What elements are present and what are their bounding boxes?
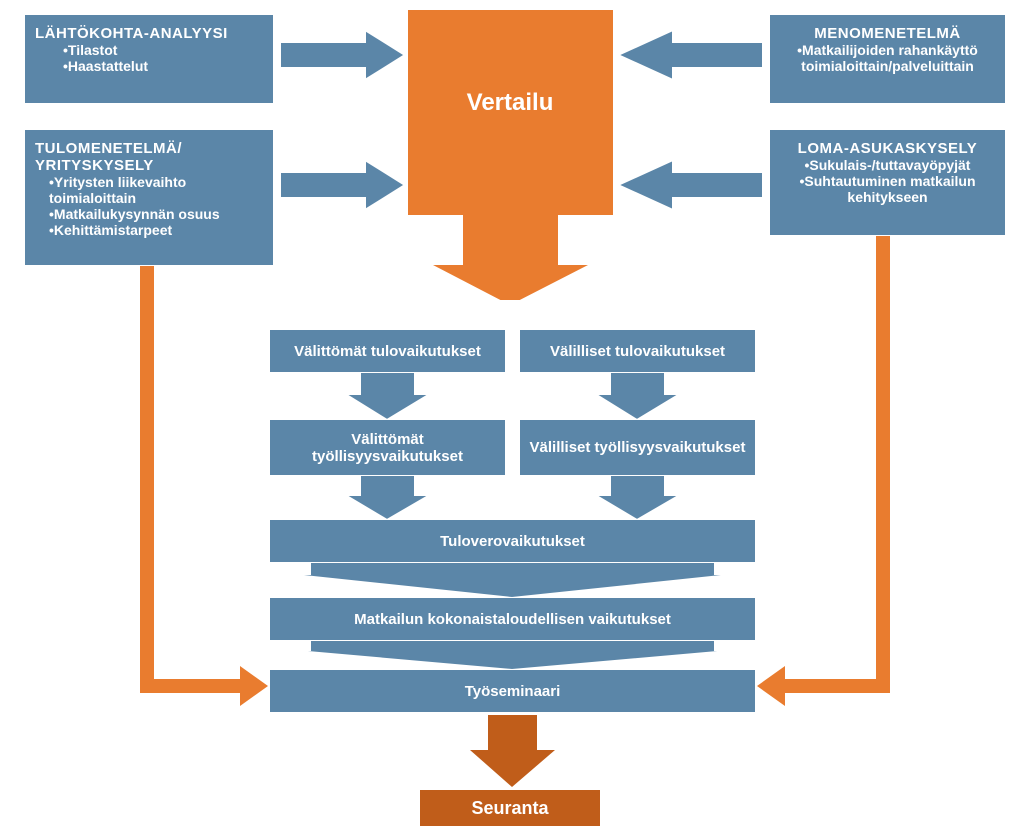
node-loma-asukaskysely: LOMA-ASUKASKYSELY •Sukulais-/tuttavayöpy… [770,130,1005,235]
node-bullet: •Kehittämistarpeet [35,222,263,238]
arrow-mid-r2 [595,475,680,520]
node-bullet: •Matkailukysynnän osuus [35,206,263,222]
node-kokonaistaloudellisen: Matkailun kokonaistaloudellisen vaikutuk… [270,598,755,640]
vertailu-label: Vertailu [467,89,554,116]
arrow-mid-r1 [595,372,680,420]
node-title: LOMA-ASUKASKYSELY [780,140,995,157]
arrow-mid-l1 [345,372,430,420]
node-valittomat-tyollisyys: Välittömät työllisyysvaikutukset [270,420,505,475]
node-title: MENOMENETELMÄ [780,25,995,42]
node-lahtokohta-analyysi: LÄHTÖKOHTA-ANALYYSI •Tilastot •Haastatte… [25,15,273,103]
node-seuranta: Seuranta [420,790,600,826]
node-valilliset-tyollisyys: Välilliset työllisyysvaikutukset [520,420,755,475]
arrow-left-L [140,266,270,706]
node-valittomat-tulo: Välittömät tulovaikutukset [270,330,505,372]
node-tyoseminaari: Työseminaari [270,670,755,712]
node-bullet: •Sukulais-/tuttavayöpyjät [780,157,995,173]
node-tulomenetelma: TULOMENETELMÄ/YRITYSKYSELY •Yritysten li… [25,130,273,265]
arrow-mid-wide-1 [285,562,740,598]
node-bullet: •Haastattelut [35,58,263,74]
node-bullet: •Yritysten liikevaihto toimialoittain [35,174,263,206]
arrow-in-right-2 [618,160,763,210]
node-bullet: •Matkailijoiden rahankäyttö toimialoitta… [780,42,995,74]
arrow-mid-wide-2 [285,640,740,670]
node-tuloverovaikutukset: Tuloverovaikutukset [270,520,755,562]
arrow-right-L [755,236,890,706]
arrow-mid-l2 [345,475,430,520]
node-title: TULOMENETELMÄ/YRITYSKYSELY [35,140,263,174]
arrow-to-seuranta [470,715,555,787]
arrow-in-right-1 [618,30,763,80]
node-bullet: •Tilastot [35,42,263,58]
node-bullet: •Suhtautuminen matkailun kehitykseen [780,173,995,205]
arrow-in-left-2 [280,160,405,210]
node-valilliset-tulo: Välilliset tulovaikutukset [520,330,755,372]
node-title: LÄHTÖKOHTA-ANALYYSI [35,25,263,42]
node-menomenetelma: MENOMENETELMÄ •Matkailijoiden rahankäytt… [770,15,1005,103]
arrow-in-left-1 [280,30,405,80]
seuranta-label: Seuranta [471,798,548,819]
node-vertailu: Vertailu [408,10,613,300]
